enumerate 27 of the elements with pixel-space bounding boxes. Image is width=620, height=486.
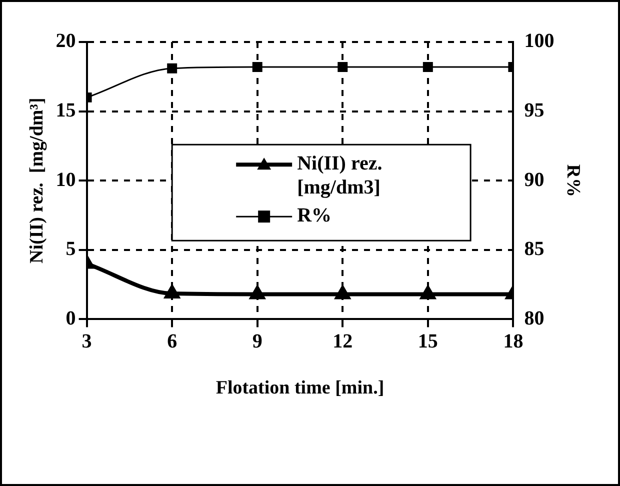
x-tick-label: 18 bbox=[503, 330, 524, 352]
y2-tick-label: 80 bbox=[524, 307, 544, 330]
legend-label: R% bbox=[297, 204, 332, 227]
y-tick-label: 10 bbox=[56, 168, 76, 191]
y2-tick-label: 85 bbox=[524, 238, 544, 260]
point bbox=[252, 62, 262, 72]
legend-label: Ni(II) rez. [mg/dm3] bbox=[297, 152, 382, 199]
y2-tick-label: 100 bbox=[524, 30, 554, 52]
y-tick-label: 0 bbox=[66, 307, 76, 330]
point bbox=[167, 63, 178, 74]
point bbox=[335, 286, 350, 300]
y-tick-label: 15 bbox=[56, 99, 76, 122]
x-tick-label: 3 bbox=[82, 330, 92, 352]
point bbox=[250, 286, 265, 300]
y2-tick-label: 95 bbox=[524, 99, 544, 122]
point bbox=[422, 62, 433, 72]
y2-axis-title: R% bbox=[562, 164, 584, 197]
x-axis-title: Flotation time [min.] bbox=[216, 378, 384, 399]
x-tick-label: 9 bbox=[252, 330, 262, 352]
y-tick-label: 20 bbox=[56, 30, 76, 52]
point bbox=[338, 62, 348, 72]
y2-tick-label: 90 bbox=[524, 168, 544, 191]
x-tick-label: 15 bbox=[418, 330, 438, 352]
y-axis-title: Ni(II) rez. [mg/dm³] bbox=[26, 98, 48, 264]
y-tick-label: 5 bbox=[66, 238, 76, 260]
x-tick-label: 6 bbox=[167, 330, 178, 352]
x-tick-label: 12 bbox=[332, 330, 353, 352]
